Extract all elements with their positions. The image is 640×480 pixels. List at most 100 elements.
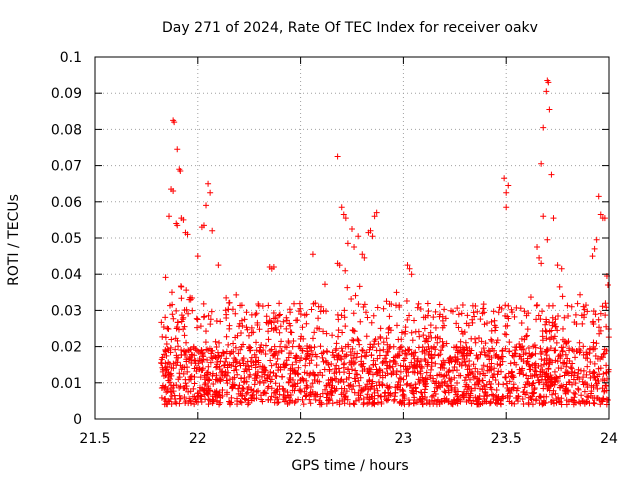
data-point (380, 346, 387, 353)
data-point (455, 311, 462, 318)
y-tick-label: 0 (73, 412, 82, 428)
data-point (295, 396, 302, 403)
data-point (482, 340, 489, 347)
data-point (268, 319, 275, 326)
data-point (210, 380, 217, 387)
data-point (438, 347, 445, 354)
y-axis-label: ROTI / TECUs (6, 194, 22, 286)
data-point (311, 376, 318, 383)
data-point (355, 377, 362, 384)
data-point (246, 373, 253, 380)
data-point (427, 322, 434, 329)
data-point (312, 396, 319, 403)
data-point (601, 215, 608, 222)
data-point (561, 314, 568, 321)
data-point (431, 388, 438, 395)
data-point (265, 328, 272, 335)
data-point (352, 367, 359, 374)
data-point (340, 211, 347, 218)
data-point (480, 370, 487, 377)
data-point (337, 355, 344, 362)
data-point (424, 300, 431, 307)
data-point (270, 369, 277, 376)
data-point (440, 342, 447, 349)
data-point (528, 396, 535, 403)
data-point (498, 368, 505, 375)
data-point (486, 400, 493, 407)
data-point (559, 325, 566, 332)
data-point (312, 372, 319, 379)
data-point (241, 374, 248, 381)
data-point (488, 318, 495, 325)
data-point (536, 254, 543, 261)
data-point (481, 309, 488, 316)
data-point (219, 368, 226, 375)
data-point (579, 320, 586, 327)
data-point (226, 400, 233, 407)
data-point (323, 400, 330, 407)
data-point (545, 366, 552, 373)
y-tick-label: 0.06 (51, 195, 82, 211)
axis-ticks: 21.5 22 22.5 23 23.5 24 0 0.01 0.02 0.03 0.04 0.05 0… (51, 50, 618, 447)
data-point (495, 309, 502, 316)
data-point (172, 399, 179, 406)
data-point (509, 352, 516, 359)
data-point (268, 393, 275, 400)
data-point (368, 352, 375, 359)
data-point (181, 323, 188, 330)
data-point (206, 376, 213, 383)
data-point (173, 307, 180, 314)
data-point (301, 312, 308, 319)
data-point (222, 368, 229, 375)
data-point (238, 302, 245, 309)
data-point (587, 374, 594, 381)
data-point (346, 370, 353, 377)
data-point (162, 274, 169, 281)
data-point (351, 389, 358, 396)
data-point (477, 316, 484, 323)
data-point (318, 350, 325, 357)
data-point (500, 381, 507, 388)
data-point (521, 336, 528, 343)
data-point (170, 187, 177, 194)
data-point (177, 395, 184, 402)
data-point (287, 376, 294, 383)
data-point (331, 365, 338, 372)
data-point (454, 359, 461, 366)
data-point (200, 300, 207, 307)
chart-title: Day 271 of 2024, Rate Of TEC Index for r… (162, 20, 538, 36)
data-point (517, 305, 524, 312)
data-point (303, 345, 310, 352)
data-point (472, 373, 479, 380)
data-point (275, 399, 282, 406)
data-point (398, 336, 405, 343)
data-point (323, 330, 330, 337)
data-point (406, 363, 413, 370)
data-point (502, 302, 509, 309)
data-point (311, 344, 318, 351)
data-point (193, 364, 200, 371)
data-point (581, 306, 588, 313)
data-point (335, 327, 342, 334)
data-point (274, 355, 281, 362)
data-point (582, 355, 589, 362)
data-point (519, 395, 526, 402)
data-point (366, 395, 373, 402)
data-point (341, 307, 348, 314)
data-point (351, 401, 358, 408)
data-point (225, 306, 232, 313)
data-point (248, 329, 255, 336)
data-point (371, 389, 378, 396)
data-point (369, 344, 376, 351)
data-point (160, 384, 167, 391)
data-point (539, 333, 546, 340)
data-point (365, 386, 372, 393)
data-point (422, 375, 429, 382)
data-point (368, 319, 375, 326)
data-point (236, 360, 243, 367)
data-point (419, 374, 426, 381)
data-point (274, 395, 281, 402)
data-point (461, 358, 468, 365)
data-point (189, 352, 196, 359)
